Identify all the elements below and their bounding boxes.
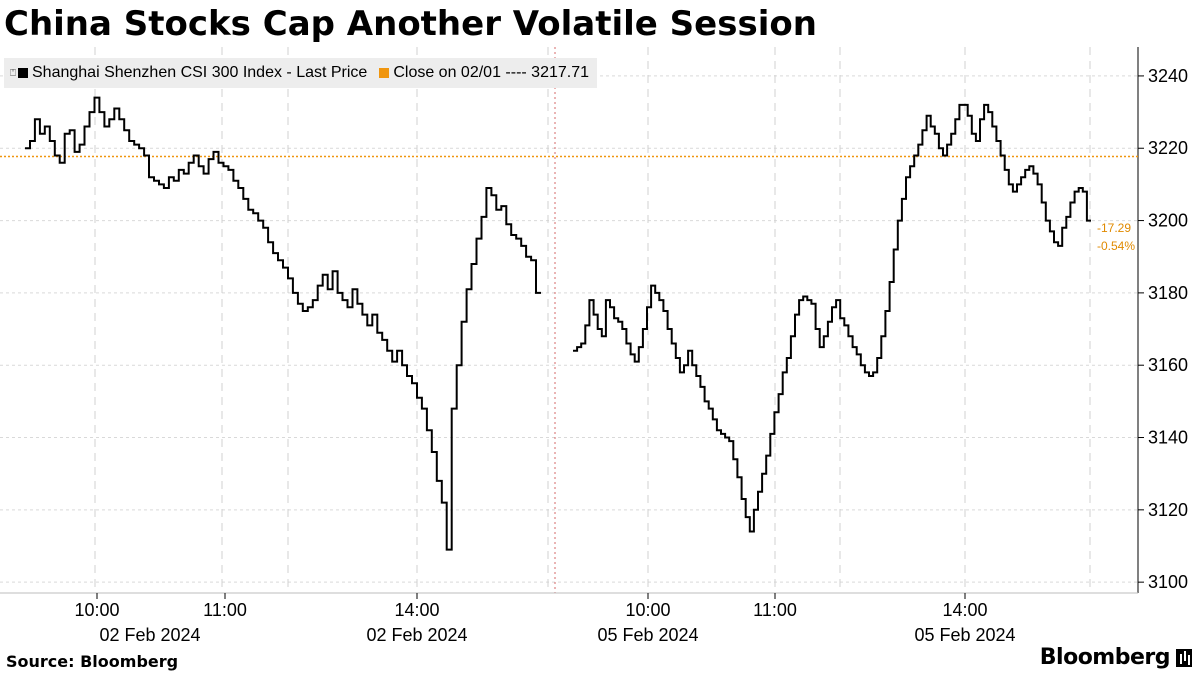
change-abs-label: -17.29	[1097, 221, 1131, 235]
y-tick-label: 3220	[1148, 138, 1188, 158]
logo-text: Bloomberg	[1039, 645, 1171, 670]
y-tick-label: 3240	[1148, 66, 1188, 86]
legend-label-series: Shanghai Shenzhen CSI 300 Index - Last P…	[32, 64, 368, 81]
y-tick-label: 3180	[1148, 283, 1188, 303]
chart-title: China Stocks Cap Another Volatile Sessio…	[4, 4, 817, 44]
x-tick-label-time: 10:00	[74, 600, 119, 620]
legend: ⍞ Shanghai Shenzhen CSI 300 Index - Last…	[4, 58, 597, 88]
y-tick-label: 3120	[1148, 500, 1188, 520]
axes	[0, 47, 1144, 599]
y-tick-labels: 3100 3120 3140 3160 3180 3200 3220 3240	[1148, 66, 1188, 592]
change-pct-label: -0.54%	[1097, 239, 1135, 253]
legend-label-close: Close on 02/01 ---- 3217.71	[393, 64, 589, 81]
y-tick-label: 3160	[1148, 355, 1188, 375]
y-tick-label: 3100	[1148, 572, 1188, 592]
legend-swatch-close	[379, 68, 390, 78]
gridlines	[0, 47, 1138, 593]
x-tick-label-time: 14:00	[942, 600, 987, 620]
source-note: Source: Bloomberg	[6, 652, 179, 671]
legend-item-series: Shanghai Shenzhen CSI 300 Index - Last P…	[18, 64, 367, 82]
x-tick-label-date: 02 Feb 2024	[366, 625, 467, 645]
legend-swatch-series	[18, 68, 28, 78]
change-annotation: -17.29 -0.54%	[1097, 221, 1135, 253]
x-tick-label-time: 11:00	[203, 600, 247, 620]
series-line-2	[573, 103, 1091, 533]
x-tick-label-date: 05 Feb 2024	[597, 625, 698, 645]
bloomberg-logo: Bloomberg	[1040, 645, 1192, 670]
series-lines	[25, 96, 1091, 551]
legend-item-close: Close on 02/01 ---- 3217.71	[379, 64, 589, 82]
series-line-1	[25, 96, 541, 551]
x-tick-label-time: 14:00	[394, 600, 439, 620]
x-tick-label-date: 05 Feb 2024	[914, 625, 1015, 645]
x-tick-label-date: 02 Feb 2024	[99, 625, 200, 645]
x-tick-label-time: 11:00	[753, 600, 797, 620]
y-tick-label: 3200	[1148, 211, 1188, 231]
y-tick-label: 3140	[1148, 428, 1188, 448]
x-tick-label-time: 10:00	[625, 600, 670, 620]
bloomberg-mark-icon	[1176, 648, 1192, 667]
legend-handle-icon: ⍞	[10, 67, 16, 79]
